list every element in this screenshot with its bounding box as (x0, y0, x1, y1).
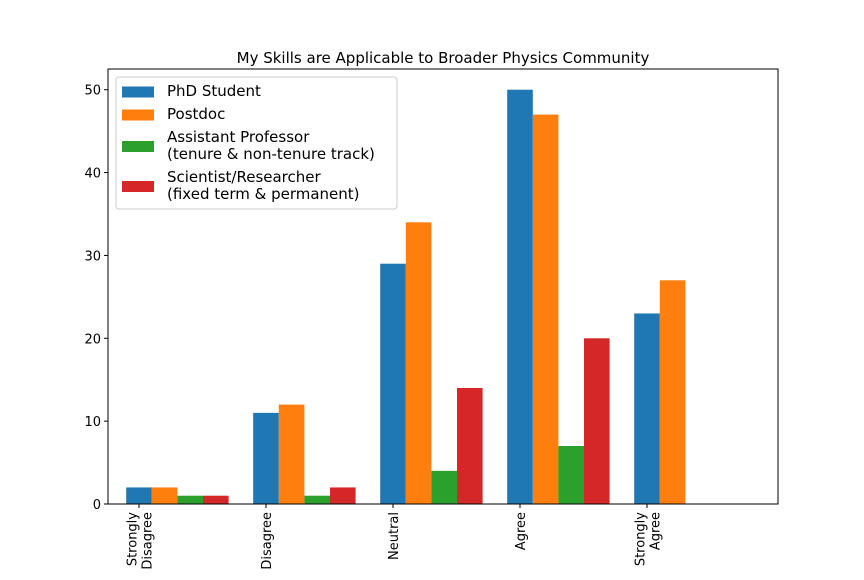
y-tick-label-2: 20 (84, 332, 101, 347)
legend-swatch-2 (122, 141, 154, 152)
x-tick-label-4-line-0: Strongly (634, 512, 649, 566)
x-tick-label-1-line-0: Disagree (260, 512, 275, 570)
legend-label-2-line-0: Assistant Professor (167, 128, 310, 146)
x-tick-label-2: Neutral (387, 512, 402, 560)
bar-series-0-cat-4 (634, 313, 660, 504)
y-tick-label-4: 40 (84, 167, 101, 182)
legend-swatch-3 (122, 181, 154, 192)
x-tick-label-4-line-1: Agree (649, 512, 664, 550)
x-tick-label-3: Agree (514, 512, 529, 550)
bar-series-0-cat-0 (126, 487, 152, 504)
plot-frame (107, 68, 779, 505)
bar-series-1-cat-3 (532, 114, 559, 504)
bar-series-0-cat-2 (380, 263, 406, 504)
legend: PhD Student Postdoc Assistant Professor(te… (115, 76, 398, 210)
bar-series-1-cat-4 (659, 280, 686, 504)
bar-series-2-cat-2 (431, 470, 457, 504)
x-tick-label-2-line-0: Neutral (387, 512, 402, 560)
legend-label-3-line-0: Scientist/Researcher (167, 168, 322, 186)
y-tick-label-0: 0 (93, 498, 101, 513)
y-tick-label-5: 50 (84, 84, 101, 99)
bar-series-3-cat-3 (584, 338, 610, 504)
x-tick-label-0-line-0: Strongly (126, 512, 141, 566)
x-axis: Strongly Disagree Disagree Neutral Agree Stro… (126, 504, 664, 570)
bar-series-2-cat-1 (304, 495, 330, 504)
bar-series-0-cat-3 (507, 89, 533, 505)
x-tick-label-3-line-0: Agree (514, 512, 529, 550)
chart-title: My Skills are Applicable to Broader Phys… (237, 49, 650, 67)
legend-swatch-0 (122, 86, 154, 98)
bar-series-1-cat-0 (151, 487, 178, 504)
bar-series-1-cat-2 (405, 222, 432, 505)
bar-series-2-cat-3 (558, 446, 584, 504)
bar-series-0-cat-1 (253, 412, 279, 504)
legend-label-0-line-0: PhD Student (167, 82, 261, 100)
legend-label-2-line-1: (tenure & non-tenure track) (167, 145, 375, 163)
y-tick-label-3: 30 (84, 249, 101, 264)
bars-layer (126, 89, 686, 505)
x-tick-label-1: Disagree (260, 512, 275, 570)
legend-swatch-1 (122, 109, 154, 121)
bar-series-3-cat-2 (457, 388, 483, 504)
bar-series-1-cat-1 (278, 404, 305, 504)
x-tick-label-4: Strongly Agree (634, 512, 664, 566)
legend-label-3-line-1: (fixed term & permanent) (167, 185, 360, 203)
x-tick-label-0-line-1: Disagree (141, 512, 156, 570)
y-axis: 0 10 20 30 40 50 (84, 84, 108, 513)
x-tick-label-0: Strongly Disagree (126, 512, 156, 570)
bar-series-3-cat-0 (203, 495, 229, 504)
legend-frame (115, 76, 398, 210)
legend-label-1-line-0: Postdoc (167, 105, 225, 123)
bar-series-2-cat-0 (177, 495, 203, 504)
y-tick-label-1: 10 (84, 415, 101, 430)
bar-series-3-cat-1 (330, 487, 356, 504)
